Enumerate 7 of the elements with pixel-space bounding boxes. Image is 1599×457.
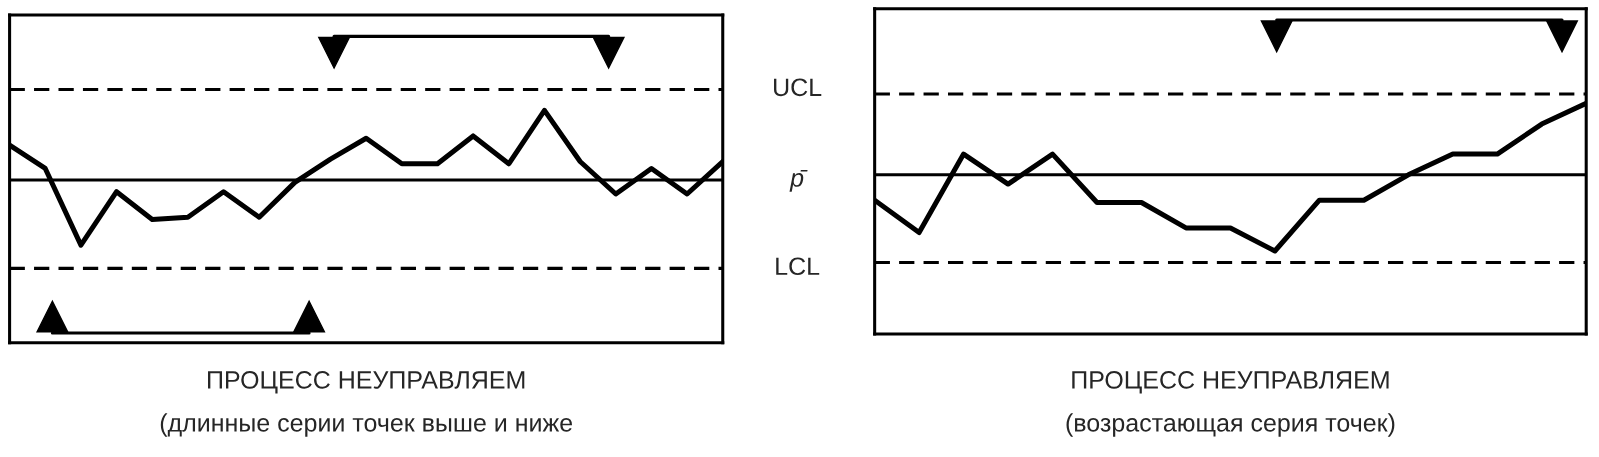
text: (длинные серии точек выше и ниже [160, 413, 573, 437]
ref-line-label: p̄ [789, 169, 808, 192]
text: ПРОЦЕСС НЕУПРАВЛЯЕМ [208, 371, 525, 394]
ref-line-label: UCL [774, 78, 822, 97]
ref-line-label: LCL [776, 257, 820, 276]
text: ПРОЦЕСС НЕУПРАВЛЯЕМ [1072, 371, 1389, 394]
text: (возрастающая серия точек) [1066, 413, 1395, 437]
